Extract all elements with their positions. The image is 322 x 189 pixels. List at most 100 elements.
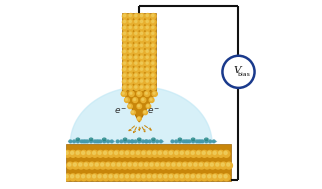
Circle shape bbox=[195, 174, 203, 181]
Circle shape bbox=[185, 174, 191, 181]
Circle shape bbox=[143, 162, 150, 169]
Circle shape bbox=[119, 150, 126, 157]
Circle shape bbox=[128, 43, 133, 49]
Circle shape bbox=[86, 174, 93, 181]
Circle shape bbox=[191, 175, 194, 178]
Circle shape bbox=[140, 14, 143, 17]
Circle shape bbox=[122, 85, 128, 90]
Circle shape bbox=[129, 38, 131, 40]
Circle shape bbox=[135, 44, 137, 46]
Circle shape bbox=[146, 68, 148, 70]
Circle shape bbox=[151, 61, 156, 67]
Circle shape bbox=[171, 140, 174, 143]
Circle shape bbox=[139, 49, 145, 55]
Ellipse shape bbox=[102, 137, 107, 141]
Circle shape bbox=[177, 163, 181, 166]
Circle shape bbox=[90, 140, 92, 143]
Circle shape bbox=[134, 61, 139, 67]
Circle shape bbox=[123, 62, 126, 64]
Circle shape bbox=[145, 49, 150, 55]
Text: e$^-$: e$^-$ bbox=[114, 107, 127, 116]
Circle shape bbox=[212, 150, 219, 157]
Circle shape bbox=[129, 62, 131, 64]
Circle shape bbox=[128, 31, 133, 37]
Circle shape bbox=[152, 14, 154, 17]
Circle shape bbox=[122, 26, 128, 31]
Circle shape bbox=[151, 26, 156, 31]
Circle shape bbox=[119, 174, 126, 181]
Bar bbox=[67, 144, 231, 181]
Circle shape bbox=[129, 50, 131, 52]
Circle shape bbox=[123, 38, 126, 40]
Circle shape bbox=[129, 74, 131, 76]
Circle shape bbox=[152, 50, 154, 52]
Circle shape bbox=[109, 175, 112, 178]
Circle shape bbox=[152, 68, 154, 70]
Circle shape bbox=[135, 74, 137, 76]
Ellipse shape bbox=[90, 138, 91, 139]
Circle shape bbox=[134, 85, 139, 90]
Circle shape bbox=[213, 175, 216, 178]
Circle shape bbox=[150, 98, 152, 101]
Circle shape bbox=[134, 37, 139, 43]
Circle shape bbox=[122, 92, 124, 94]
Circle shape bbox=[164, 175, 167, 178]
Circle shape bbox=[122, 73, 128, 78]
Circle shape bbox=[146, 150, 153, 157]
Circle shape bbox=[120, 140, 123, 143]
Circle shape bbox=[128, 26, 133, 31]
Circle shape bbox=[135, 80, 137, 82]
Circle shape bbox=[145, 67, 150, 73]
Circle shape bbox=[216, 163, 219, 166]
Circle shape bbox=[139, 31, 145, 37]
Circle shape bbox=[123, 14, 126, 17]
Circle shape bbox=[122, 37, 128, 43]
Circle shape bbox=[144, 111, 146, 113]
Circle shape bbox=[146, 92, 147, 94]
Circle shape bbox=[146, 50, 148, 52]
Circle shape bbox=[205, 163, 208, 166]
Circle shape bbox=[145, 91, 149, 96]
Circle shape bbox=[134, 67, 139, 73]
Circle shape bbox=[97, 150, 104, 157]
Circle shape bbox=[104, 151, 107, 154]
Circle shape bbox=[125, 98, 128, 101]
Circle shape bbox=[127, 162, 134, 169]
Circle shape bbox=[137, 91, 142, 96]
Circle shape bbox=[135, 26, 137, 29]
Ellipse shape bbox=[152, 138, 154, 139]
Circle shape bbox=[224, 175, 227, 178]
Circle shape bbox=[123, 20, 126, 23]
Circle shape bbox=[175, 140, 177, 143]
Circle shape bbox=[146, 62, 148, 64]
Circle shape bbox=[86, 150, 93, 157]
Circle shape bbox=[135, 32, 137, 35]
Circle shape bbox=[140, 86, 143, 88]
Circle shape bbox=[179, 174, 186, 181]
Circle shape bbox=[128, 79, 133, 84]
Circle shape bbox=[145, 73, 150, 78]
Circle shape bbox=[102, 150, 109, 157]
Circle shape bbox=[150, 163, 153, 166]
Circle shape bbox=[148, 140, 151, 143]
Circle shape bbox=[139, 43, 145, 49]
Circle shape bbox=[140, 80, 143, 82]
Ellipse shape bbox=[191, 137, 195, 141]
Circle shape bbox=[139, 85, 145, 90]
Ellipse shape bbox=[124, 138, 126, 139]
Circle shape bbox=[152, 86, 154, 88]
Circle shape bbox=[133, 98, 137, 102]
Circle shape bbox=[192, 140, 194, 143]
Circle shape bbox=[132, 111, 134, 113]
Circle shape bbox=[151, 73, 156, 78]
Circle shape bbox=[116, 162, 123, 169]
Circle shape bbox=[140, 62, 143, 64]
Circle shape bbox=[128, 14, 133, 19]
Circle shape bbox=[204, 162, 211, 169]
Circle shape bbox=[123, 56, 126, 58]
Circle shape bbox=[160, 162, 167, 169]
Circle shape bbox=[199, 163, 203, 166]
Circle shape bbox=[153, 92, 155, 94]
Circle shape bbox=[123, 163, 126, 166]
Circle shape bbox=[212, 174, 219, 181]
